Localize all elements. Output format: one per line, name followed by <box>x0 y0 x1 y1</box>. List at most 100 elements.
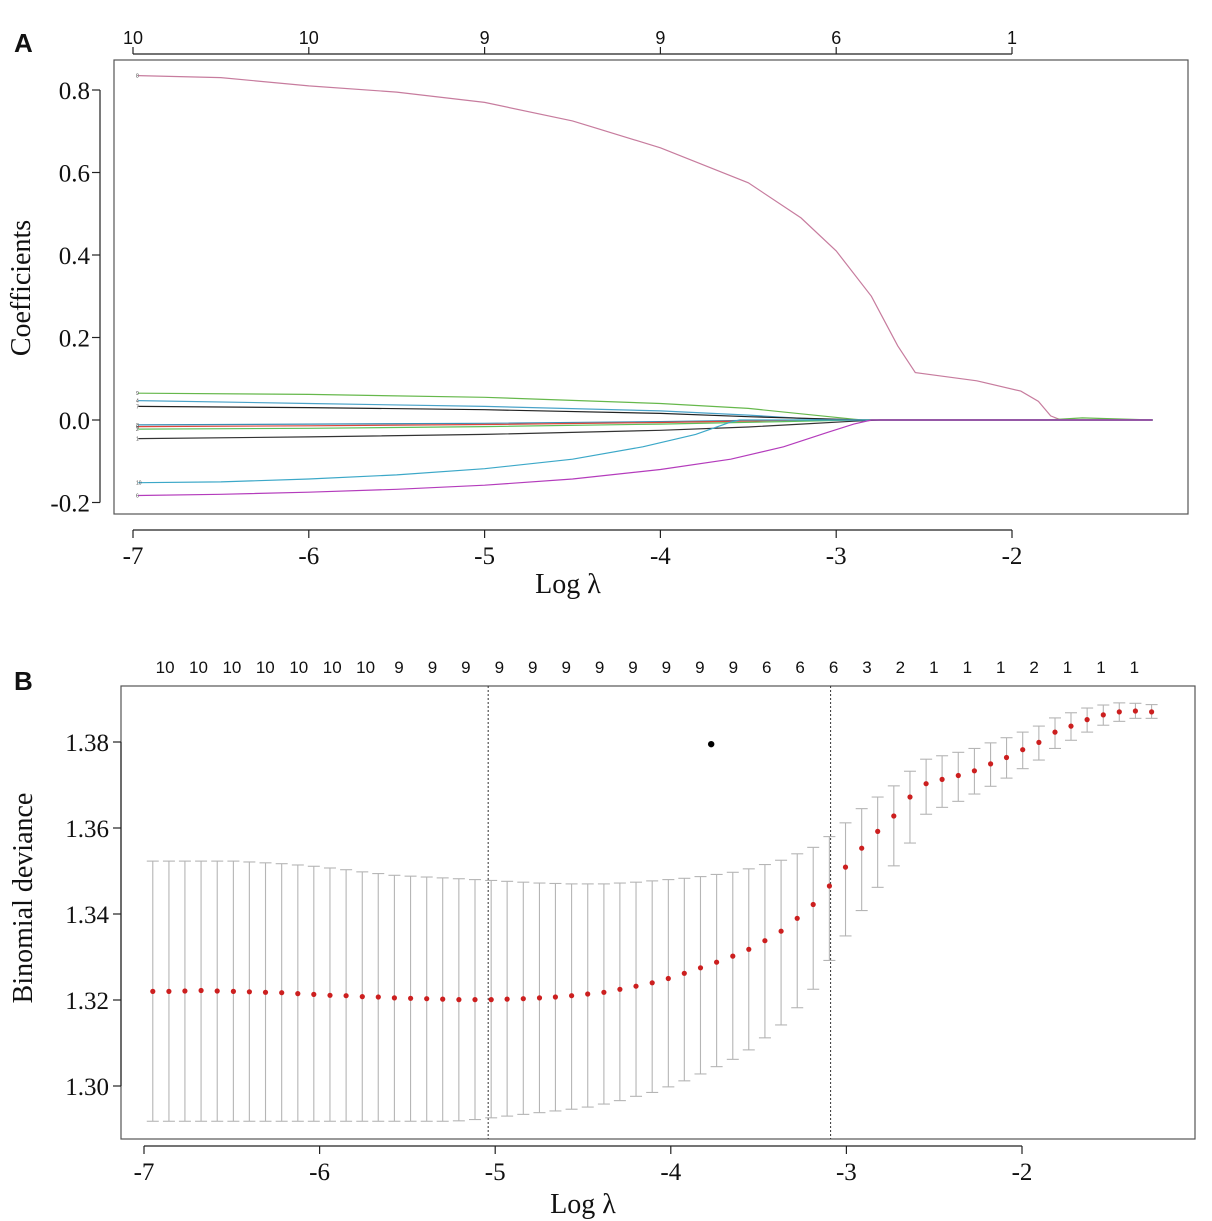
deviance-point <box>520 996 526 1002</box>
panel-b-label: B <box>14 666 33 696</box>
deviance-point <box>456 997 462 1003</box>
x-tick-label: -4 <box>660 1159 681 1186</box>
panel-a-x-axis: -7 -6 -5 -4 -3 -2 <box>123 529 1023 570</box>
deviance-point <box>988 761 994 767</box>
panel-a-y-axis-title: Coefficients <box>6 220 37 356</box>
deviance-point <box>536 995 543 1001</box>
deviance-point <box>569 993 575 999</box>
x-tick-label: -2 <box>1002 543 1023 570</box>
deviance-point <box>408 995 414 1001</box>
panel-b-error-bars <box>146 702 1158 1122</box>
panel-b-x-axis-title: Log λ <box>550 1189 616 1220</box>
deviance-point <box>488 997 494 1003</box>
coef-series-line <box>138 419 1153 484</box>
top-count-label: 10 <box>156 658 175 677</box>
top-count-label: 10 <box>256 658 275 677</box>
top-count-label: 6 <box>762 658 771 677</box>
deviance-point <box>842 864 849 870</box>
deviance-point <box>214 988 220 994</box>
panel-b-y-axis: 1.30 1.32 1.34 1.36 1.38 <box>65 730 122 1101</box>
deviance-point <box>585 991 591 997</box>
deviance-point <box>697 965 704 971</box>
deviance-point <box>891 813 897 819</box>
panel-b-mean-points <box>150 708 1155 1003</box>
deviance-point <box>150 988 156 995</box>
top-count-label: 9 <box>695 658 704 677</box>
panel-b-outlier-group <box>707 740 715 748</box>
deviance-point <box>810 901 816 908</box>
deviance-point <box>359 994 365 1000</box>
deviance-point <box>391 995 397 1001</box>
deviance-point <box>1003 754 1010 761</box>
top-tick-label: 9 <box>655 28 665 48</box>
deviance-point <box>714 959 720 965</box>
top-count-label: 1 <box>1063 658 1072 677</box>
deviance-point <box>601 989 607 995</box>
coef-series-label: 1 <box>136 437 139 443</box>
top-count-label: 9 <box>729 658 738 677</box>
y-tick-label: 0.2 <box>59 326 90 353</box>
panel-a-plot-frame <box>113 59 1189 515</box>
top-count-label: 9 <box>495 658 504 677</box>
panel-b-lambda-lines <box>487 686 832 1139</box>
panel-b-cross-validation: B -7 -6 -5 -4 -3 -2 1.301.321.341.361.38 10 10… <box>8 658 1196 1220</box>
coef-series-label: 2 <box>136 427 139 433</box>
deviance-point <box>746 946 752 952</box>
y-tick-label: -0.2 <box>50 491 90 518</box>
deviance-point <box>826 883 833 889</box>
deviance-point <box>1036 739 1042 746</box>
y-tick-label: 0.8 <box>59 78 90 105</box>
top-count-label: 1 <box>1096 658 1105 677</box>
top-tick-label: 1 <box>1007 28 1017 48</box>
top-count-label: 2 <box>896 658 905 677</box>
deviance-point <box>230 988 236 995</box>
panel-a-y-axis: -0.2 0.0 0.2 0.4 0.6 0.8 <box>50 78 101 518</box>
deviance-point <box>617 986 623 992</box>
deviance-point <box>955 772 961 779</box>
panel-a-label: A <box>14 28 33 58</box>
coef-series-line <box>138 419 1153 497</box>
top-count-label: 9 <box>561 658 570 677</box>
x-tick-label: -2 <box>1012 1159 1033 1186</box>
coef-series-label: 7 <box>136 404 139 410</box>
deviance-point <box>762 938 768 944</box>
deviance-point <box>1132 708 1138 714</box>
outlier-point <box>707 740 715 748</box>
top-count-label: 9 <box>595 658 604 677</box>
top-count-label: 9 <box>394 658 403 677</box>
top-tick-label: 9 <box>480 28 490 48</box>
top-tick-label: 10 <box>299 28 319 48</box>
y-tick-label: 1.30 <box>65 1074 109 1101</box>
panel-a-series-group <box>138 75 1153 497</box>
top-count-label: 1 <box>996 658 1005 677</box>
deviance-point <box>1084 717 1090 723</box>
deviance-point <box>166 988 172 995</box>
panel-b-top-axis: 10 10 10 10 10 10 10 9 9 9 9 9 9 9 9 9 9 9 6 6 6 3 2 1 1 1 2 1 1 1 <box>156 658 1139 677</box>
deviance-point <box>246 989 252 995</box>
top-tick-label: 6 <box>831 28 841 48</box>
deviance-point <box>262 989 269 995</box>
deviance-point <box>552 994 559 1000</box>
deviance-point <box>182 988 188 994</box>
x-tick-label: -5 <box>474 543 495 570</box>
x-tick-label: -3 <box>826 543 847 570</box>
top-tick-label: 10 <box>123 28 143 48</box>
y-tick-label: 1.36 <box>65 816 109 843</box>
panel-b-x-axis: -7 -6 -5 -4 -3 -2 <box>134 1145 1033 1186</box>
y-tick-label: 1.34 <box>65 902 109 929</box>
deviance-point <box>279 990 285 996</box>
top-count-label: 10 <box>189 658 208 677</box>
deviance-point <box>504 996 510 1002</box>
y-tick-label: 1.32 <box>65 988 109 1015</box>
deviance-point <box>971 768 978 774</box>
top-count-label: 9 <box>528 658 537 677</box>
x-tick-label: -5 <box>485 1159 506 1186</box>
deviance-point <box>665 975 671 982</box>
panel-a-x-axis-title: Log λ <box>535 569 601 600</box>
deviance-point <box>875 828 881 835</box>
y-tick-label: 0.4 <box>59 243 91 270</box>
coef-series-line <box>138 392 1153 421</box>
top-count-label: 6 <box>795 658 804 677</box>
deviance-point <box>907 794 913 800</box>
x-tick-label: -4 <box>650 543 671 570</box>
